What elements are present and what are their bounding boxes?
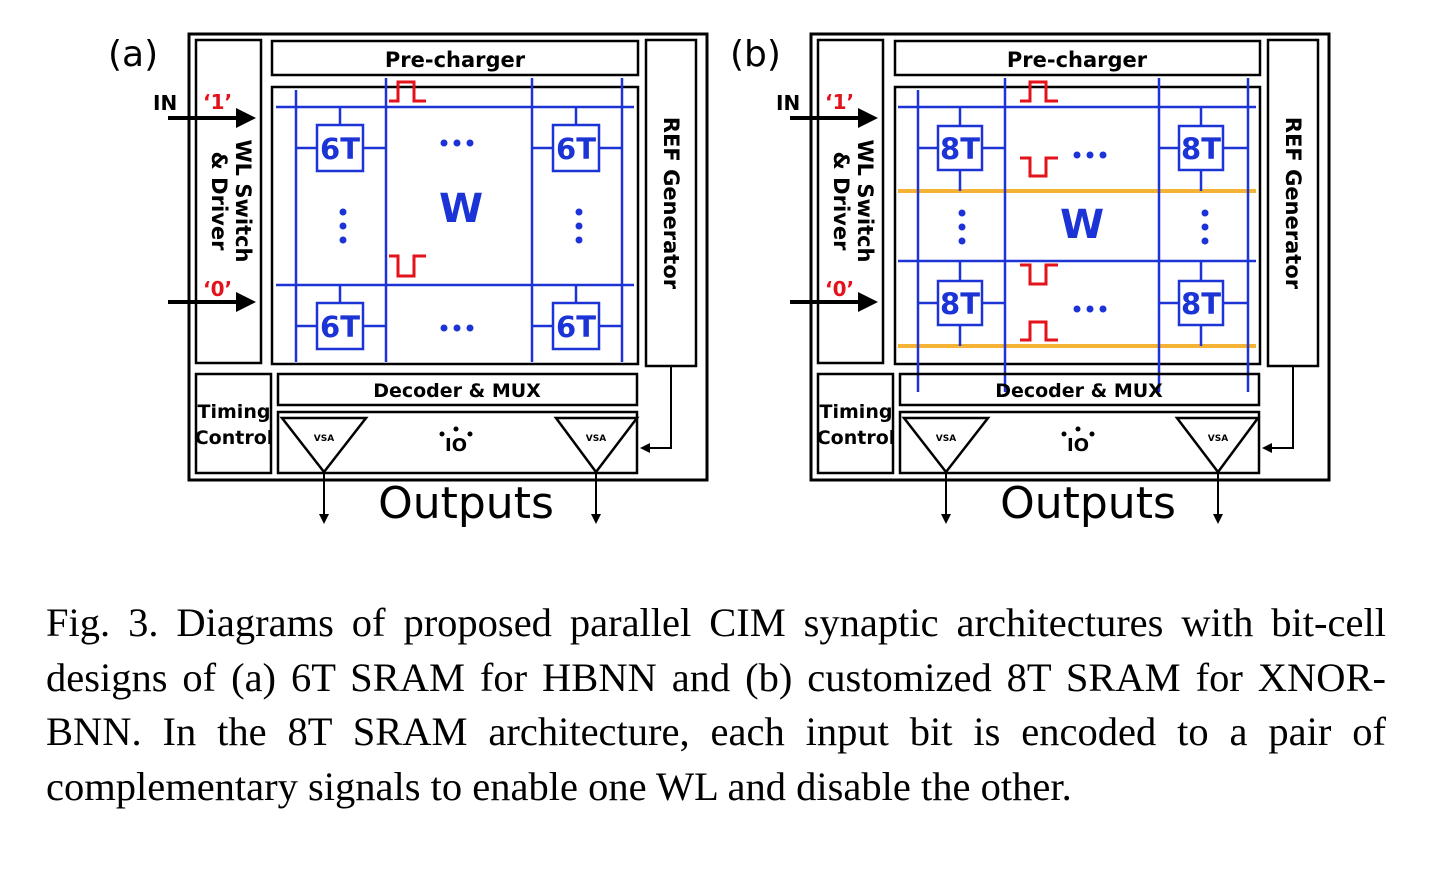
in-label: IN [153,91,177,115]
vsa-label: VSA [586,434,606,444]
ref-feedback-arrow-icon [1262,366,1294,453]
panel-label: (b) [730,34,781,75]
ref-generator-block [644,38,698,368]
panel-label: (a) [108,34,158,75]
bit-cell [315,123,365,173]
ref-generator-block [1266,38,1320,368]
vsa-triangle-icon [1174,416,1261,475]
complementary-wordlines [898,189,1256,348]
bit-cell-label: 6T [320,310,360,344]
vsa-label: VSA [936,434,956,444]
bit-cell-label: 6T [320,132,360,166]
bit-cell-label: 6T [556,310,596,344]
io-ellipsis-icon [439,426,473,437]
vsa-label: VSA [1208,434,1228,444]
timing-control-block [816,372,895,475]
wl-driver-label: & Driver [207,152,231,252]
pre-charger-block [893,39,1262,77]
bit-cell [936,124,984,172]
in-one-label: ‘1’ [203,90,232,114]
bit-cells: 6T 6T 6T 6T [296,107,622,351]
ref-feedback-arrow-icon [640,366,672,453]
wl-driver-label: & Driver [829,152,853,252]
vsa-triangle-icon [279,416,369,475]
decoder-mux-label: Decoder & MUX [995,380,1163,402]
bit-cells: 8T 8T 8T 8T [918,107,1248,346]
bit-cell [551,123,601,173]
pulse-high-icon [389,80,426,103]
pulse-high-icon [1020,320,1058,342]
outer-frame [187,32,709,482]
bit-cell [1177,279,1225,327]
in-label: IN [776,91,800,115]
bit-cell-label: 6T [556,132,596,166]
io-ellipsis-icon [1061,426,1095,437]
decoder-mux-block [276,372,639,407]
pulse-low-icon [1020,156,1058,178]
weight-label: W [439,186,483,232]
io-label: IO [445,435,467,456]
wl-switch-label: WL Switch [853,139,877,262]
pre-charger-label: Pre-charger [385,48,526,72]
io-label: IO [1067,435,1089,456]
panel-b: (b) Pre-charger WL Switch & Driver REF G… [730,32,1331,529]
bit-cell [551,301,601,351]
timing-label: Timing [820,401,893,423]
weight-label: W [1060,202,1104,248]
control-label: Control [195,427,274,449]
bit-cell-label: 8T [940,287,980,321]
vsa-triangle-icon [901,416,991,475]
decoder-mux-block [898,372,1261,407]
outputs-label: Outputs [1000,478,1176,529]
bit-cell-label: 8T [940,132,980,166]
pulse-high-icon [1020,80,1058,103]
timing-label: Timing [198,401,271,423]
ref-generator-label: REF Generator [1281,117,1305,290]
pulse-low-icon [389,254,426,278]
bit-cell [936,279,984,327]
figure-caption: Fig. 3. Diagrams of proposed parallel CI… [46,600,1386,809]
ellipsis-dots [339,139,583,332]
ellipsis-dots [958,151,1209,313]
vsa-label: VSA [314,434,334,444]
bit-cell-label: 8T [1181,287,1221,321]
outputs-label: Outputs [378,478,554,529]
bit-cell [315,301,365,351]
architecture-figure: (a) Pre-charger WL Switch & Driver REF G… [108,32,1331,529]
pre-charger-label: Pre-charger [1007,48,1148,72]
vsa-triangle-icon [553,416,640,475]
wl-switch-label: WL Switch [231,139,255,262]
bitline-grid [276,78,634,362]
timing-control-block [194,372,273,475]
bit-cell [1177,124,1225,172]
control-label: Control [817,427,896,449]
pre-charger-block [270,39,640,77]
bitline-grid [898,78,1256,392]
decoder-mux-label: Decoder & MUX [373,380,541,402]
bit-cell-label: 8T [1181,132,1221,166]
in-zero-label: ‘0’ [203,277,232,301]
in-zero-label: ‘0’ [825,277,854,301]
ref-generator-label: REF Generator [659,117,683,290]
in-one-label: ‘1’ [825,90,854,114]
panel-a: (a) Pre-charger WL Switch & Driver REF G… [108,32,709,529]
pulse-low-icon [1020,263,1058,286]
outer-frame [809,32,1331,482]
